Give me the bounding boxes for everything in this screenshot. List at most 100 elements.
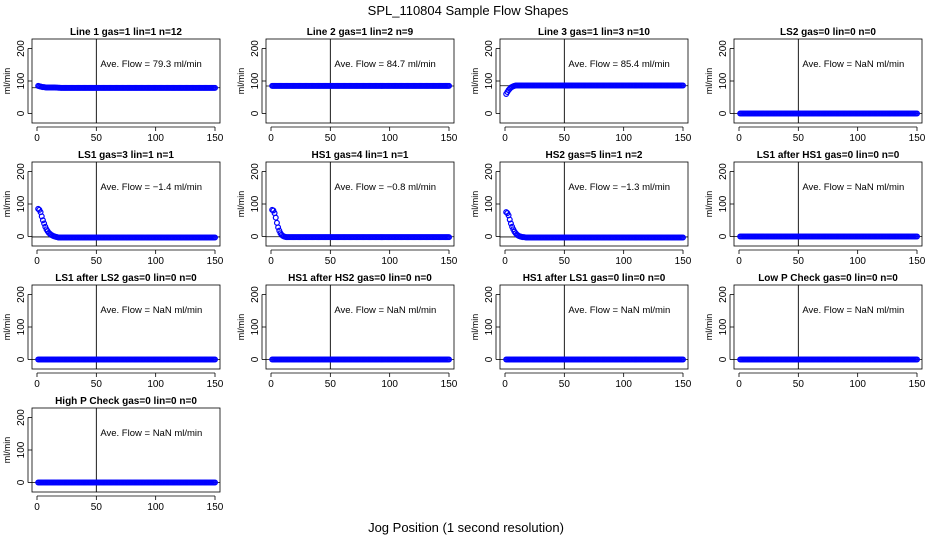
x-tick-label: 50 bbox=[91, 379, 103, 390]
data-point bbox=[446, 356, 453, 363]
panel: HS1 gas=4 lin=1 n=1 0 100 200 ml/min 0 50 100 15… bbox=[236, 150, 458, 267]
panel-title: LS1 gas=3 lin=1 n=1 bbox=[78, 150, 174, 161]
y-tick-label: 100 bbox=[484, 195, 495, 212]
x-tick-label: 50 bbox=[559, 133, 571, 144]
data-point bbox=[913, 110, 920, 117]
data-series bbox=[737, 356, 920, 363]
y-tick-label: 200 bbox=[718, 286, 729, 303]
plot-frame bbox=[499, 161, 689, 247]
y-tick-label: 100 bbox=[16, 318, 27, 335]
data-series bbox=[35, 82, 219, 91]
data-point bbox=[275, 224, 282, 231]
x-tick-label: 100 bbox=[381, 133, 398, 144]
y-axis-label: ml/min bbox=[704, 68, 714, 95]
y-tick-label: 0 bbox=[16, 233, 27, 239]
plot-frame bbox=[31, 407, 221, 493]
y-tick-label: 0 bbox=[250, 356, 261, 362]
x-tick-label: 50 bbox=[559, 256, 571, 267]
ave-flow-annotation: Ave. Flow = 84.7 ml/min bbox=[334, 59, 435, 70]
plot-frame bbox=[31, 161, 221, 247]
y-tick-label: 0 bbox=[718, 356, 729, 362]
x-tick-label: 50 bbox=[325, 379, 337, 390]
x-tick-label: 150 bbox=[441, 256, 458, 267]
y-axis-label: ml/min bbox=[704, 191, 714, 218]
data-point bbox=[913, 233, 920, 240]
y-tick-label: 200 bbox=[16, 40, 27, 57]
y-tick-label: 0 bbox=[718, 110, 729, 116]
y-axis-label: ml/min bbox=[236, 191, 246, 218]
panel: Low P Check gas=0 lin=0 n=0 0 100 200 ml/min… bbox=[704, 273, 926, 390]
y-tick-label: 0 bbox=[16, 479, 27, 485]
y-axis-label: ml/min bbox=[2, 437, 12, 464]
x-tick-label: 100 bbox=[147, 379, 164, 390]
x-tick-label: 150 bbox=[675, 256, 692, 267]
ave-flow-annotation: Ave. Flow = −1.4 ml/min bbox=[100, 182, 202, 193]
panel-title: High P Check gas=0 lin=0 n=0 bbox=[55, 396, 197, 407]
x-tick-label: 0 bbox=[502, 133, 508, 144]
plot-frame bbox=[31, 38, 221, 124]
y-axis-label: ml/min bbox=[704, 314, 714, 341]
plot-frame bbox=[265, 284, 455, 370]
x-tick-label: 50 bbox=[559, 379, 571, 390]
data-point bbox=[913, 356, 920, 363]
panel-title: Low P Check gas=0 lin=0 n=0 bbox=[758, 273, 898, 284]
y-tick-label: 200 bbox=[484, 286, 495, 303]
plot-frame bbox=[733, 38, 923, 124]
y-tick-label: 200 bbox=[484, 163, 495, 180]
y-tick-label: 200 bbox=[16, 163, 27, 180]
x-tick-label: 100 bbox=[147, 256, 164, 267]
panel: LS1 after HS1 gas=0 lin=0 n=0 0 100 200 ml/m… bbox=[704, 150, 926, 267]
panel: HS1 after HS2 gas=0 lin=0 n=0 0 100 200 ml/m… bbox=[236, 273, 458, 390]
panel: Line 3 gas=1 lin=3 n=10 0 100 200 ml/min 0 50 1… bbox=[470, 27, 692, 144]
ave-flow-annotation: Ave. Flow = −0.8 ml/min bbox=[334, 182, 436, 193]
x-tick-label: 0 bbox=[34, 133, 40, 144]
panel: High P Check gas=0 lin=0 n=0 0 100 200 ml/mi… bbox=[2, 396, 224, 513]
panel-title: LS1 after HS1 gas=0 lin=0 n=0 bbox=[757, 150, 900, 161]
plot-frame bbox=[31, 284, 221, 370]
x-tick-label: 100 bbox=[381, 256, 398, 267]
x-tick-label: 150 bbox=[441, 379, 458, 390]
y-tick-label: 200 bbox=[250, 40, 261, 57]
panel: LS1 gas=3 lin=1 n=1 0 100 200 ml/min 0 50 100 15… bbox=[2, 150, 224, 267]
x-tick-label: 100 bbox=[849, 256, 866, 267]
data-point bbox=[212, 479, 219, 486]
y-tick-label: 0 bbox=[484, 110, 495, 116]
ave-flow-annotation: Ave. Flow = 85.4 ml/min bbox=[568, 59, 669, 70]
y-tick-label: 200 bbox=[250, 163, 261, 180]
plot-frame bbox=[265, 161, 455, 247]
panel-title: LS2 gas=0 lin=0 n=0 bbox=[780, 27, 876, 38]
ave-flow-annotation: Ave. Flow = NaN ml/min bbox=[802, 305, 904, 316]
panel: Line 1 gas=1 lin=1 n=12 0 100 200 ml/min 0 50 1… bbox=[2, 27, 224, 144]
x-tick-label: 0 bbox=[268, 133, 274, 144]
y-tick-label: 0 bbox=[484, 356, 495, 362]
data-series bbox=[269, 82, 453, 89]
data-series bbox=[737, 110, 920, 117]
ave-flow-annotation: Ave. Flow = 79.3 ml/min bbox=[100, 59, 201, 70]
x-tick-label: 50 bbox=[325, 256, 337, 267]
x-axis-label: Jog Position (1 second resolution) bbox=[368, 520, 564, 535]
y-tick-label: 200 bbox=[16, 286, 27, 303]
x-tick-label: 100 bbox=[615, 379, 632, 390]
x-tick-label: 100 bbox=[849, 379, 866, 390]
x-tick-label: 0 bbox=[502, 256, 508, 267]
x-tick-label: 150 bbox=[909, 379, 926, 390]
panel: Line 2 gas=1 lin=2 n=9 0 100 200 ml/min 0 50 10… bbox=[236, 27, 458, 144]
x-tick-label: 150 bbox=[207, 133, 224, 144]
panel-title: Line 1 gas=1 lin=1 n=12 bbox=[70, 27, 182, 38]
x-tick-label: 0 bbox=[502, 379, 508, 390]
x-tick-label: 0 bbox=[34, 379, 40, 390]
data-series bbox=[269, 206, 453, 241]
y-tick-label: 200 bbox=[484, 40, 495, 57]
y-axis-label: ml/min bbox=[236, 68, 246, 95]
y-tick-label: 100 bbox=[250, 195, 261, 212]
plot-frame bbox=[499, 284, 689, 370]
y-tick-label: 0 bbox=[250, 110, 261, 116]
y-tick-label: 100 bbox=[16, 72, 27, 89]
panel-title: HS1 gas=4 lin=1 n=1 bbox=[312, 150, 409, 161]
data-series bbox=[503, 82, 686, 97]
panel: LS2 gas=0 lin=0 n=0 0 100 200 ml/min 0 50 100 15… bbox=[704, 27, 926, 144]
y-tick-label: 200 bbox=[718, 163, 729, 180]
ave-flow-annotation: Ave. Flow = −1.3 ml/min bbox=[568, 182, 670, 193]
y-tick-label: 100 bbox=[718, 318, 729, 335]
